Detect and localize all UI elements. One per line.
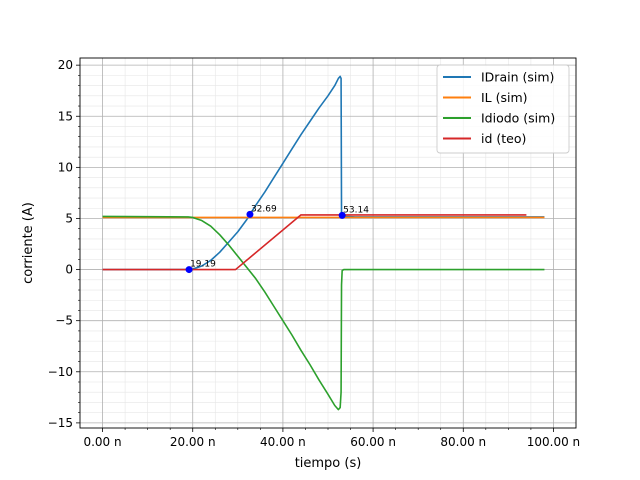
marker-layer: 19.19 32.69 53.14 — [185, 204, 369, 274]
legend-label: IDrain (sim) — [481, 70, 554, 85]
y-tick-label: 10 — [58, 160, 73, 174]
y-tick-label: 0 — [65, 263, 73, 277]
series-line-4 — [102, 214, 527, 271]
legend-label: Idiodo (sim) — [481, 111, 555, 126]
x-tick-label: 80.00 n — [440, 435, 486, 449]
marker-point — [185, 266, 193, 274]
legend-label: IL (sim) — [481, 90, 528, 105]
y-tick-label: −15 — [48, 416, 73, 430]
x-tick-label: 60.00 n — [350, 435, 396, 449]
y-axis-label: corriente (A) — [21, 202, 36, 284]
x-tick-label: 100.00 n — [527, 435, 580, 449]
x-tick-label: 0.00 n — [83, 435, 121, 449]
y-tick-label: 20 — [58, 58, 73, 72]
x-tick-label: 20.00 n — [170, 435, 216, 449]
marker-label: 32.69 — [251, 204, 277, 214]
marker-label: 53.14 — [343, 205, 369, 215]
x-axis-label: tiempo (s) — [295, 456, 362, 471]
y-tick-label: 15 — [58, 109, 73, 123]
legend-box — [436, 64, 570, 154]
marker-label: 19.19 — [190, 260, 216, 270]
y-tick-label: −5 — [55, 314, 73, 328]
y-tick-label: 5 — [65, 211, 73, 225]
x-axis-ticks: 0.00 n 20.00 n 40.00 n 60.00 n 80.00 n 100.00… — [83, 428, 580, 449]
y-axis-ticks: −15 −10 −5 0 5 10 15 20 — [48, 58, 80, 430]
marker-point — [338, 211, 346, 219]
series-line-1 — [102, 75, 545, 271]
y-tick-label: −10 — [48, 365, 73, 379]
legend-label: id (teo) — [481, 131, 526, 146]
series-line-3 — [102, 215, 545, 411]
series-layer — [102, 75, 545, 411]
legend: IDrain (sim) IL (sim) Idiodo (sim) id (teo) — [436, 64, 570, 154]
marker-point — [246, 210, 254, 218]
x-tick-label: 40.00 n — [260, 435, 306, 449]
